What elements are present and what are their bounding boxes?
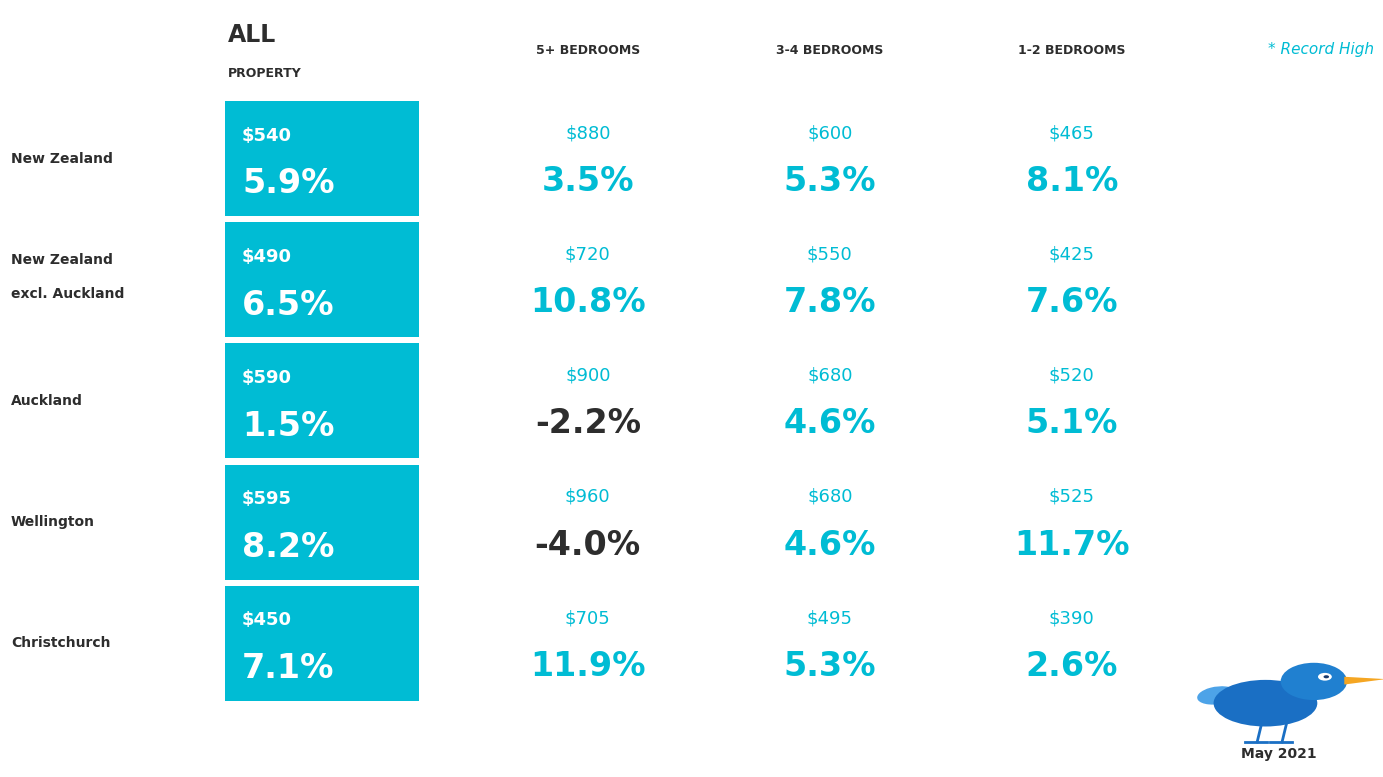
Text: May 2021: May 2021 (1242, 747, 1317, 761)
Text: 8.2%: 8.2% (242, 531, 335, 564)
Text: $595: $595 (242, 490, 292, 508)
Text: $590: $590 (242, 369, 292, 387)
Text: 8.1%: 8.1% (1026, 165, 1117, 198)
Text: 5+ BEDROOMS: 5+ BEDROOMS (535, 44, 640, 57)
FancyBboxPatch shape (225, 222, 419, 337)
Text: New Zealand: New Zealand (11, 253, 113, 267)
Text: 1-2 BEDROOMS: 1-2 BEDROOMS (1018, 44, 1126, 57)
Text: 4.6%: 4.6% (784, 407, 875, 441)
Ellipse shape (1227, 684, 1296, 707)
FancyBboxPatch shape (225, 101, 419, 216)
Text: $520: $520 (1048, 367, 1095, 385)
Text: 5.3%: 5.3% (784, 650, 875, 683)
Text: 7.1%: 7.1% (242, 652, 335, 685)
Text: $525: $525 (1048, 488, 1095, 506)
Ellipse shape (1214, 680, 1317, 726)
Text: $490: $490 (242, 248, 292, 266)
Text: 11.7%: 11.7% (1014, 528, 1130, 562)
Text: 10.8%: 10.8% (530, 286, 646, 319)
Text: 7.6%: 7.6% (1026, 286, 1117, 319)
Text: $680: $680 (808, 367, 852, 385)
Text: ALL: ALL (228, 23, 277, 47)
Text: 5.1%: 5.1% (1026, 407, 1117, 441)
Text: $720: $720 (564, 246, 611, 263)
FancyBboxPatch shape (225, 586, 419, 701)
Text: -2.2%: -2.2% (535, 407, 640, 441)
Circle shape (1281, 663, 1347, 700)
Ellipse shape (1198, 686, 1236, 705)
Text: 3.5%: 3.5% (542, 165, 633, 198)
Text: $680: $680 (808, 488, 852, 506)
Circle shape (1324, 675, 1329, 678)
FancyBboxPatch shape (225, 343, 419, 458)
Text: 1.5%: 1.5% (242, 409, 335, 443)
Text: $960: $960 (566, 488, 610, 506)
Text: $600: $600 (808, 124, 852, 142)
Text: 5.3%: 5.3% (784, 165, 875, 198)
Text: New Zealand: New Zealand (11, 152, 113, 166)
Text: 2.6%: 2.6% (1026, 650, 1117, 683)
Text: $540: $540 (242, 127, 292, 145)
Text: $705: $705 (564, 609, 611, 627)
Text: excl. Auckland: excl. Auckland (11, 287, 124, 301)
Text: 5.9%: 5.9% (242, 167, 335, 200)
Text: 7.8%: 7.8% (784, 286, 875, 319)
Text: Christchurch: Christchurch (11, 636, 111, 650)
Circle shape (1318, 673, 1332, 681)
Text: * Record High: * Record High (1268, 42, 1373, 57)
Text: $450: $450 (242, 611, 292, 629)
Text: $390: $390 (1048, 609, 1095, 627)
Text: 3-4 BEDROOMS: 3-4 BEDROOMS (776, 44, 884, 57)
Text: -4.0%: -4.0% (535, 528, 640, 562)
Text: 11.9%: 11.9% (530, 650, 646, 683)
Text: $880: $880 (566, 124, 610, 142)
Text: Auckland: Auckland (11, 394, 83, 408)
Text: $425: $425 (1048, 246, 1095, 263)
Polygon shape (1344, 677, 1383, 685)
Text: $550: $550 (806, 246, 853, 263)
Text: 6.5%: 6.5% (242, 288, 335, 322)
Text: 4.6%: 4.6% (784, 528, 875, 562)
Text: Wellington: Wellington (11, 515, 95, 529)
Text: $495: $495 (806, 609, 853, 627)
FancyBboxPatch shape (225, 465, 419, 580)
Text: PROPERTY: PROPERTY (228, 67, 301, 80)
Text: $900: $900 (566, 367, 610, 385)
Text: $465: $465 (1048, 124, 1095, 142)
